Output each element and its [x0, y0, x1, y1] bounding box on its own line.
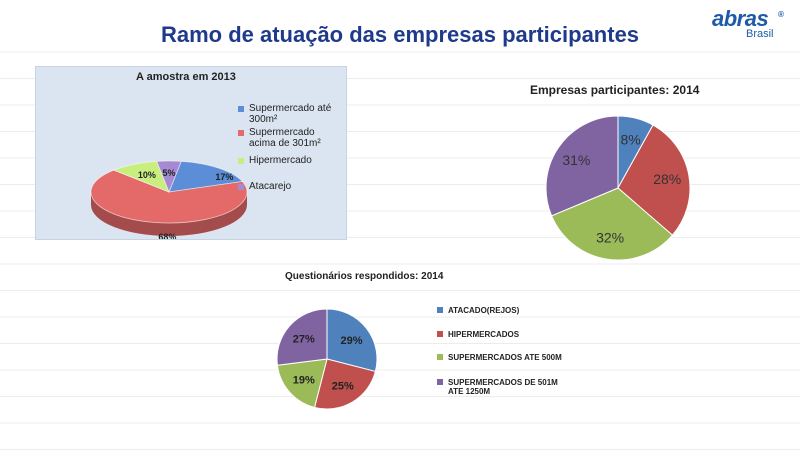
- logo-word: abras: [712, 6, 769, 31]
- chart-2013-panel: A amostra em 2013 17% 68% 10% 5% Supermerca…: [35, 66, 347, 240]
- chart-questionnaires-legend-item: SUPERMERCADOS ATE 500M: [437, 353, 567, 362]
- chart-questionnaires-legend-item: HIPERMERCADOS: [437, 330, 567, 339]
- legend-label: Hipermercado: [249, 155, 312, 166]
- legend-label: ATACADO(REJOS): [448, 306, 520, 315]
- abras-logo: abras ® Brasil: [712, 6, 792, 46]
- legend-swatch: [437, 331, 443, 337]
- legend-swatch: [238, 184, 244, 190]
- legend-swatch: [437, 354, 443, 360]
- chart-2013-legend-item: Hipermercado: [238, 155, 342, 166]
- chart-questionnaires-slice-label-2: 19%: [293, 374, 315, 386]
- legend-label: Supermercado acima de 301m²: [249, 127, 321, 149]
- legend-swatch: [437, 379, 443, 385]
- chart-2013-legend-item: Supermercado acima de 301m²: [238, 127, 342, 149]
- chart-companies-slice-label-2: 32%: [596, 229, 624, 245]
- chart-2013-slice-label-3: 5%: [162, 168, 175, 178]
- chart-questionnaires-slice-3: [276, 308, 328, 366]
- chart-companies-slice-label-3: 31%: [562, 152, 590, 168]
- legend-label: SUPERMERCADOS ATE 500M: [448, 353, 562, 362]
- chart-2013-legend-item: Supermercado até 300m²: [238, 103, 342, 125]
- chart-2013-pie: 17% 68% 10% 5%: [90, 160, 248, 239]
- legend-label: SUPERMERCADOS DE 501M ATE 1250M: [448, 378, 558, 396]
- chart-questionnaires-slice-label-0: 29%: [340, 335, 362, 347]
- chart-companies-title: Empresas participantes: 2014: [530, 83, 700, 97]
- legend-label: Atacarejo: [249, 181, 292, 192]
- chart-questionnaires-title: Questionários respondidos: 2014: [285, 271, 444, 282]
- legend-label: HIPERMERCADOS: [448, 330, 520, 339]
- logo-subtitle: Brasil: [746, 28, 774, 40]
- slide-title: Ramo de atuação das empresas participant…: [160, 22, 640, 47]
- chart-2013-title: A amostra em 2013: [136, 71, 236, 83]
- logo-registered-mark: ®: [778, 10, 784, 19]
- chart-companies-slice-2: [550, 187, 674, 261]
- chart-2013-legend-item: Atacarejo: [238, 181, 342, 192]
- legend-swatch: [238, 158, 244, 164]
- chart-2013-wall-1: [91, 192, 247, 236]
- chart-companies-slice-1: [617, 124, 691, 236]
- legend-swatch: [238, 130, 244, 136]
- chart-questionnaires-slice-label-3: 27%: [293, 333, 315, 345]
- chart-questionnaires-slice-2: [276, 358, 328, 409]
- chart-companies-slice-label-0: 8%: [620, 132, 640, 148]
- chart-questionnaires-legend-item: SUPERMERCADOS DE 501M ATE 1250M: [437, 378, 567, 396]
- chart-2013-slice-0: [168, 160, 244, 193]
- chart-2013-slice-label-1: 68%: [158, 232, 176, 239]
- chart-questionnaires-slice-0: [326, 308, 378, 373]
- chart-companies-slice-3: [545, 115, 619, 217]
- chart-2013-slice-label-2: 10%: [138, 170, 156, 180]
- legend-label: Supermercado até 300m²: [249, 103, 332, 125]
- chart-companies-slice-label-1: 28%: [653, 171, 681, 187]
- chart-2013-slice-3: [156, 160, 182, 194]
- chart-2013-slice-label-0: 17%: [215, 172, 233, 182]
- chart-questionnaires-slice-1: [313, 358, 377, 410]
- chart-2013-slice-1: [90, 169, 248, 224]
- legend-swatch: [238, 106, 244, 112]
- chart-questionnaires-legend-item: ATACADO(REJOS): [437, 306, 567, 315]
- chart-questionnaires-slice-label-1: 25%: [332, 381, 354, 393]
- legend-swatch: [437, 307, 443, 313]
